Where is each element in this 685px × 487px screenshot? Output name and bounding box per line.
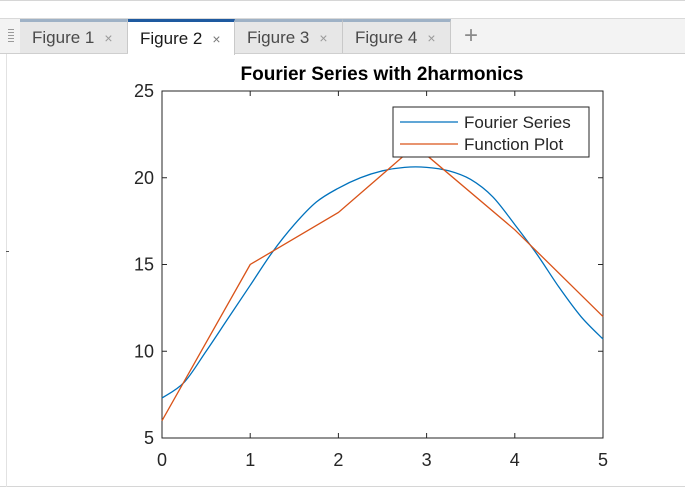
close-icon[interactable]: × [104, 29, 113, 46]
tab-label: Figure 2 [140, 28, 203, 48]
legend-label: Function Plot [464, 135, 563, 154]
x-tick-label: 2 [333, 450, 343, 470]
x-tick-label: 3 [422, 450, 432, 470]
x-axis: 0 1 2 3 4 5 [157, 91, 608, 470]
panel-left-edge [6, 54, 7, 487]
y-axis: 5 10 15 20 25 [134, 81, 603, 448]
y-tick-label: 15 [134, 255, 154, 275]
y-tick-label: 5 [144, 428, 154, 448]
y-tick-label: 10 [134, 341, 154, 361]
drag-grip-icon[interactable] [8, 29, 14, 43]
close-icon[interactable]: × [319, 29, 328, 46]
tab-label: Figure 1 [32, 27, 95, 47]
tab-label: Figure 3 [247, 27, 310, 47]
x-tick-label: 5 [598, 450, 608, 470]
x-tick-label: 0 [157, 450, 167, 470]
close-icon[interactable]: × [212, 30, 221, 47]
close-icon[interactable]: × [427, 29, 436, 46]
tab-figure-2[interactable]: Figure 2 × [128, 19, 235, 55]
legend-box [392, 106, 590, 158]
legend[interactable]: Fourier Series Function Plot [392, 106, 590, 158]
tab-label: Figure 4 [355, 27, 418, 47]
x-tick-label: 4 [510, 450, 520, 470]
add-tab-icon[interactable]: + [464, 22, 479, 49]
x-tick-label: 1 [245, 450, 255, 470]
splitter-handle[interactable] [6, 251, 9, 252]
tab-figure-1[interactable]: Figure 1 × [20, 19, 128, 53]
figure-tab-bar: Figure 1 × Figure 2 × Figure 3 × Figure … [0, 18, 685, 55]
y-tick-label: 25 [134, 81, 154, 101]
y-tick-label: 20 [134, 168, 154, 188]
tab-figure-4[interactable]: Figure 4 × [343, 19, 451, 53]
tab-figure-3[interactable]: Figure 3 × [235, 19, 343, 53]
chart-title: Fourier Series with 2harmonics [241, 64, 524, 85]
legend-label: Fourier Series [464, 113, 571, 132]
